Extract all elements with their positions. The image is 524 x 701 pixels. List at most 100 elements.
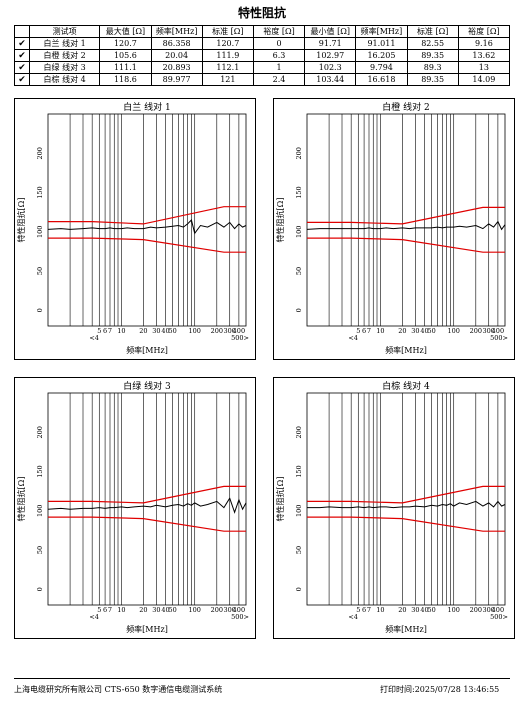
- limit-line: [307, 206, 505, 225]
- chart-title: 白橙 线对 2: [382, 101, 429, 113]
- max-freq-cell: 89.977: [150, 73, 203, 86]
- x-max-label: 500>: [490, 613, 508, 621]
- y-tick-label: 50: [295, 267, 303, 275]
- x-tick-label: 40: [161, 327, 169, 335]
- x-min-label: <4: [89, 613, 99, 621]
- max-margin-cell: 0: [252, 37, 306, 50]
- min-margin-cell: 9.16: [457, 37, 511, 50]
- x-tick-label: 10: [117, 606, 125, 614]
- limit-line: [48, 516, 246, 532]
- chart-frame: [14, 98, 256, 360]
- max-margin-cell: 2.4: [252, 73, 306, 86]
- x-tick-label: 100: [189, 606, 201, 614]
- x-tick-label: 100: [448, 327, 460, 335]
- x-tick-label: 7: [108, 327, 112, 335]
- x-tick-label: 10: [376, 606, 384, 614]
- table-row: ✔ 白兰 线对 1 120.7 86.358 120.7 0 91.71 91.…: [14, 37, 511, 50]
- y-tick-label: 0: [295, 308, 303, 312]
- results-table: 测试项 最大值 [Ω] 频率[MHz] 标准 [Ω] 裕度 [Ω] 最小值 [Ω…: [14, 25, 511, 86]
- y-tick-label: 50: [295, 546, 303, 554]
- impedance-chart-pair-1: 白兰 线对 1 0 50 100 150 200 特性阻抗[Ω] 5 6 7 10 20 30 40 50 1…: [14, 98, 256, 360]
- min-cell: 102.97: [304, 49, 357, 62]
- max-freq-cell: 86.358: [150, 37, 203, 50]
- table-row: ✔ 白橙 线对 2 105.6 20.04 111.9 6.3 102.97 1…: [14, 49, 511, 62]
- x-tick-label: 7: [367, 327, 371, 335]
- table-row: ✔ 白绿 线对 3 111.1 20.893 112.1 1 102.3 9.7…: [14, 61, 511, 74]
- y-tick-label: 100: [36, 226, 44, 238]
- x-max-label: 500>: [490, 334, 508, 342]
- y-axis-label: 特性阻抗[Ω]: [275, 477, 285, 522]
- x-tick-label: 6: [103, 606, 107, 614]
- y-tick-label: 200: [295, 426, 303, 438]
- max-freq-cell: 20.893: [150, 61, 203, 74]
- y-axis-label: 特性阻抗[Ω]: [16, 477, 26, 522]
- x-tick-label: 40: [420, 606, 428, 614]
- x-tick-label: 30: [152, 327, 160, 335]
- x-tick-label: 7: [367, 606, 371, 614]
- y-tick-label: 200: [36, 147, 44, 159]
- check-header: [14, 25, 30, 38]
- impedance-curve: [306, 220, 506, 231]
- y-tick-label: 150: [36, 465, 44, 477]
- chart-title: 白兰 线对 1: [123, 101, 170, 113]
- min-margin-cell: 14.09: [457, 73, 511, 86]
- impedance-curve: [47, 497, 247, 514]
- min-margin-cell: 13: [457, 61, 511, 74]
- y-tick-label: 200: [295, 147, 303, 159]
- y-tick-label: 150: [36, 186, 44, 198]
- min-std-cell: 89.35: [406, 49, 459, 62]
- x-tick-label: 30: [411, 327, 419, 335]
- plot-area: [47, 392, 247, 606]
- x-tick-label: 6: [362, 327, 366, 335]
- max-cell: 111.1: [99, 61, 152, 74]
- x-tick-label: 5: [356, 327, 360, 335]
- impedance-chart-pair-3: 白绿 线对 3 0 50 100 150 200 特性阻抗[Ω] 5 6 7 10 20 30 40 50 1…: [14, 377, 256, 639]
- min-std-cell: 82.55: [406, 37, 459, 50]
- x-tick-label: 5: [97, 606, 101, 614]
- impedance-curve: [307, 500, 506, 509]
- item-cell: 白橙 线对 2: [28, 49, 101, 62]
- max-std-cell: 120.7: [201, 37, 254, 50]
- max-std-cell: 121: [201, 73, 254, 86]
- table-header-row: 测试项 最大值 [Ω] 频率[MHz] 标准 [Ω] 裕度 [Ω] 最小值 [Ω…: [14, 25, 511, 38]
- x-axis-label: 频率[MHz]: [385, 624, 427, 634]
- check-icon: ✔: [14, 61, 30, 74]
- x-tick-label: 6: [103, 327, 107, 335]
- x-tick-label: 20: [139, 327, 147, 335]
- x-tick-label: 300: [224, 606, 236, 614]
- y-tick-label: 0: [36, 308, 44, 312]
- impedance-chart-pair-4: 白棕 线对 4 0 50 100 150 200 特性阻抗[Ω] 5 6 7 10 20 30 40 50 1…: [273, 377, 515, 639]
- min-freq-cell: 16.205: [355, 49, 408, 62]
- impedance-curve: [47, 219, 247, 235]
- x-axis-label: 频率[MHz]: [126, 345, 168, 355]
- column-header: 裕度 [Ω]: [252, 25, 306, 38]
- x-max-label: 500>: [231, 613, 249, 621]
- min-margin-cell: 13.62: [457, 49, 511, 62]
- max-std-cell: 112.1: [201, 61, 254, 74]
- x-tick-label: 400: [492, 327, 504, 335]
- x-tick-label: 50: [168, 327, 176, 335]
- x-tick-label: 5: [97, 327, 101, 335]
- x-tick-label: 7: [108, 606, 112, 614]
- min-freq-cell: 9.794: [355, 61, 408, 74]
- y-tick-label: 100: [36, 505, 44, 517]
- x-tick-label: 6: [362, 606, 366, 614]
- plot-area: [47, 113, 247, 327]
- max-freq-cell: 20.04: [150, 49, 203, 62]
- y-axis-label: 特性阻抗[Ω]: [16, 198, 26, 243]
- y-tick-label: 200: [36, 426, 44, 438]
- check-icon: ✔: [14, 49, 30, 62]
- y-tick-label: 100: [295, 505, 303, 517]
- max-std-cell: 111.9: [201, 49, 254, 62]
- x-tick-label: 30: [152, 606, 160, 614]
- check-icon: ✔: [14, 73, 30, 86]
- chart-frame: [14, 377, 256, 639]
- page-title: 特性阻抗: [237, 6, 286, 20]
- max-cell: 120.7: [99, 37, 152, 50]
- x-min-label: <4: [89, 334, 99, 342]
- max-cell: 118.6: [99, 73, 152, 86]
- footer-print-time: 打印时间:2025/07/28 13:46:55: [380, 685, 500, 694]
- x-tick-label: 400: [233, 327, 245, 335]
